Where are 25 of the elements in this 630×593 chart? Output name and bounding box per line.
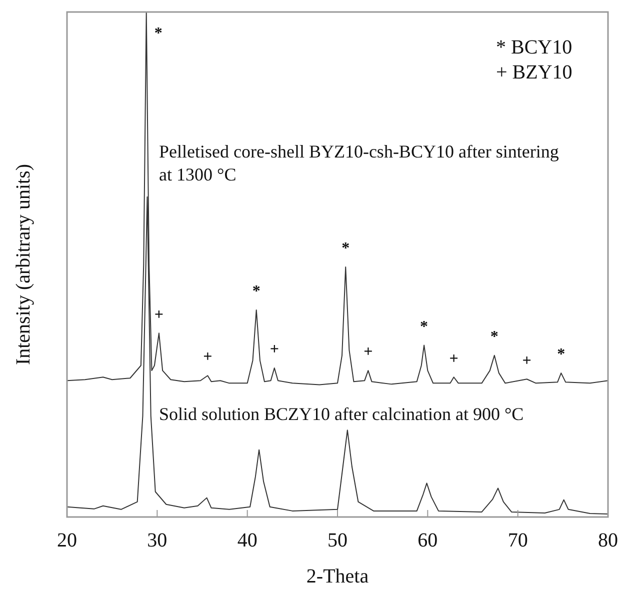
annotation: + <box>364 344 373 361</box>
annotation: + <box>449 350 458 368</box>
x-axis-title: 2-Theta <box>306 565 369 588</box>
x-tick-label: 70 <box>508 529 528 552</box>
annotation: * <box>252 283 260 300</box>
annotation: + <box>203 348 212 366</box>
x-tick-label: 50 <box>328 529 348 552</box>
x-tick-label: 80 <box>598 529 618 552</box>
annotation: + BZY10 <box>496 61 572 84</box>
y-axis-title: Intensity (arbitrary units) <box>12 164 34 366</box>
x-tick-label: 60 <box>418 529 438 552</box>
annotation: + <box>522 352 532 370</box>
annotation: * <box>490 328 498 346</box>
x-tick-label: 20 <box>57 529 77 552</box>
annotation: * <box>557 346 566 364</box>
annotation: * BCY10 <box>496 36 572 58</box>
annotation: * <box>154 25 162 42</box>
annotation: * <box>420 318 428 336</box>
x-tick-label: 30 <box>147 529 168 552</box>
series-label: Solid solution BCZY10 after calcination at 900 °C <box>159 404 524 424</box>
annotation: * <box>342 240 350 258</box>
annotation: + <box>154 306 164 324</box>
annotation: + <box>270 341 279 358</box>
series-label: Pelletised core-shell BYZ10-csh-BCY10 after sintering at 1300 °C <box>159 142 559 185</box>
x-tick-label: 40 <box>237 529 258 552</box>
